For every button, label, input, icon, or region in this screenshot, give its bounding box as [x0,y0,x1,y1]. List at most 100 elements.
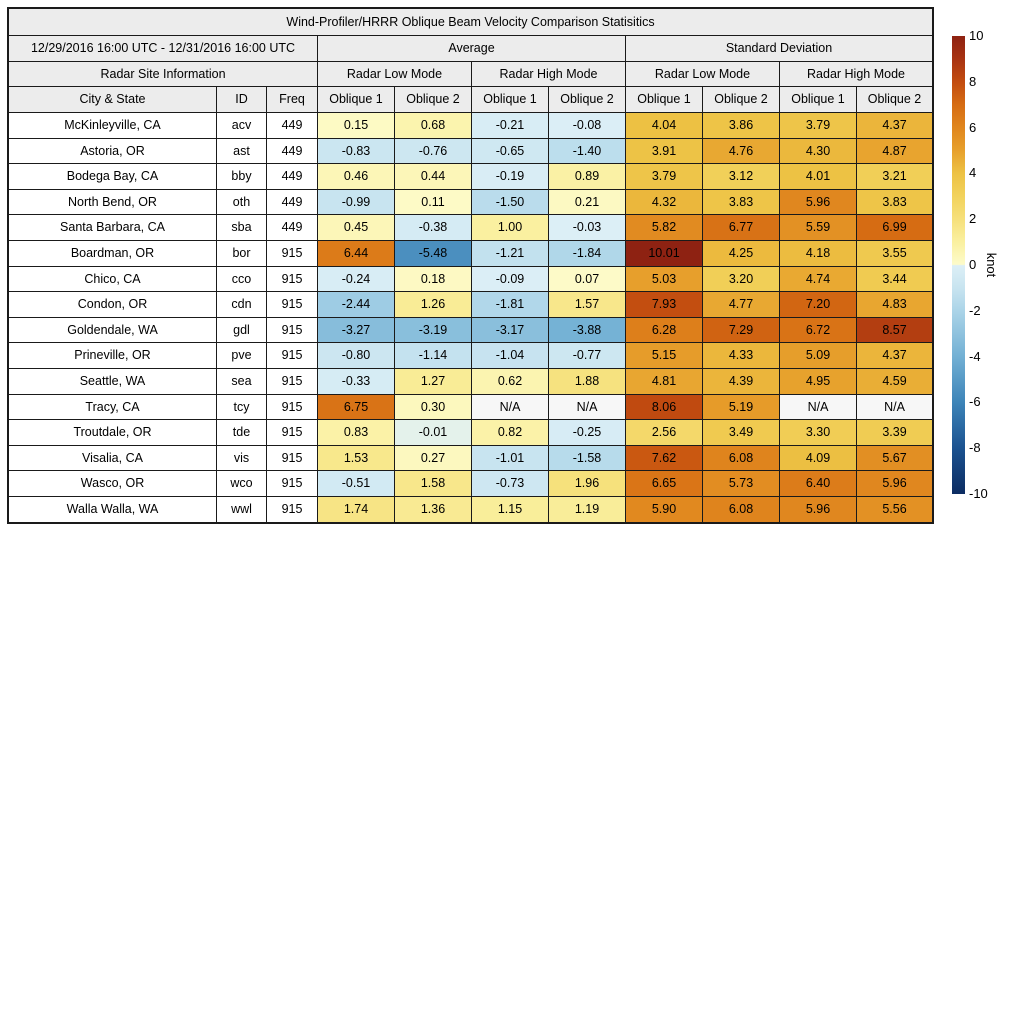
city-cell: Chico, CA [8,265,217,293]
colorbar-unit-label: knot [984,252,1000,278]
city-cell: Wasco, OR [8,470,217,497]
colorbar-tick: -4 [969,348,981,364]
site-id-cell: cdn [216,291,267,318]
freq-cell: 449 [266,163,318,190]
value-cell: -0.09 [471,265,549,293]
colorbar-tick: 2 [969,211,977,227]
value-cell: 0.45 [317,214,395,241]
value-cell: 6.65 [625,470,703,497]
table-row: Wasco, OR wco 915 -0.51 1.58 -0.73 1.96 6.65 5.7… [8,470,933,497]
city-cell: Walla Walla, WA [8,495,217,523]
value-cell: 4.33 [702,342,780,369]
value-cell: 5.15 [625,342,703,369]
site-id-cell: oth [216,188,267,216]
site-id-cell: wwl [216,495,267,523]
value-cell: 3.86 [702,112,780,139]
value-cell: 6.40 [779,470,857,497]
colorbar-tick: 10 [969,28,984,43]
value-cell: 5.96 [779,495,857,523]
header-avg-low-mode: Radar Low Mode [317,61,472,87]
header-site-info: Radar Site Information [8,61,318,87]
value-cell: N/A [471,393,549,421]
city-cell: Prineville, OR [8,342,217,369]
value-cell: 0.44 [394,163,472,190]
value-cell: N/A [548,393,626,421]
table-row: Tracy, CA tcy 915 6.75 0.30 N/A N/A 8.06 5.19 N/A… [8,393,933,421]
table-row: McKinleyville, CA acv 449 0.15 0.68 -0.21 -0.0… [8,112,933,139]
city-cell: Astoria, OR [8,137,217,165]
value-cell: -1.01 [471,444,549,472]
value-cell: 0.46 [317,163,395,190]
site-id-cell: pve [216,342,267,369]
value-cell: 7.20 [779,291,857,318]
header-std-low-mode: Radar Low Mode [625,61,780,87]
table-row: Goldendale, WA gdl 915 -3.27 -3.19 -3.17 -3.88… [8,316,933,344]
freq-cell: 915 [266,342,318,369]
header-avg-low-oblique1: Oblique 1 [317,86,395,113]
freq-cell: 915 [266,495,318,523]
freq-cell: 915 [266,367,318,395]
value-cell: -0.65 [471,137,549,165]
value-cell: -0.73 [471,470,549,497]
value-cell: 5.56 [856,495,933,523]
site-id-cell: sba [216,214,267,241]
header-std-high-oblique2: Oblique 2 [856,86,933,113]
table-row: North Bend, OR oth 449 -0.99 0.11 -1.50 0.21 4.… [8,188,933,216]
value-cell: 5.59 [779,214,857,241]
value-cell: 3.79 [625,163,703,190]
site-id-cell: wco [216,470,267,497]
value-cell: -1.58 [548,444,626,472]
value-cell: 0.27 [394,444,472,472]
value-cell: 5.03 [625,265,703,293]
header-std-high-oblique1: Oblique 1 [779,86,857,113]
value-cell: 0.15 [317,112,395,139]
freq-cell: 915 [266,291,318,318]
value-cell: 4.04 [625,112,703,139]
value-cell: -0.08 [548,112,626,139]
city-cell: Boardman, OR [8,239,217,267]
site-id-cell: tcy [216,393,267,421]
value-cell: 1.00 [471,214,549,241]
site-id-cell: gdl [216,316,267,344]
stats-table: Wind-Profiler/HRRR Oblique Beam Velocity… [7,7,934,524]
value-cell: 3.44 [856,265,933,293]
header-freq: Freq [266,86,318,113]
value-cell: 3.83 [856,188,933,216]
value-cell: -0.80 [317,342,395,369]
header-average-group: Average [317,35,626,62]
header-std-low-oblique2: Oblique 2 [702,86,780,113]
value-cell: 3.83 [702,188,780,216]
value-cell: -0.77 [548,342,626,369]
value-cell: 4.81 [625,367,703,395]
freq-cell: 915 [266,444,318,472]
value-cell: -0.51 [317,470,395,497]
colorbar-tick: 4 [969,165,977,181]
value-cell: -3.17 [471,316,549,344]
value-cell: 2.56 [625,419,703,446]
city-cell: Seattle, WA [8,367,217,395]
table-row: Troutdale, OR tde 915 0.83 -0.01 0.82 -0.25 2.5… [8,419,933,446]
value-cell: -0.33 [317,367,395,395]
value-cell: 1.74 [317,495,395,523]
city-cell: Condon, OR [8,291,217,318]
value-cell: 4.37 [856,342,933,369]
value-cell: 3.39 [856,419,933,446]
value-cell: 7.62 [625,444,703,472]
value-cell: 1.57 [548,291,626,318]
value-cell: 4.18 [779,239,857,267]
value-cell: 1.88 [548,367,626,395]
value-cell: 1.15 [471,495,549,523]
header-avg-high-oblique2: Oblique 2 [548,86,626,113]
table-row: Bodega Bay, CA bby 449 0.46 0.44 -0.19 0.89 3.7… [8,163,933,190]
city-cell: Troutdale, OR [8,419,217,446]
freq-cell: 915 [266,265,318,293]
value-cell: 5.90 [625,495,703,523]
value-cell: 4.59 [856,367,933,395]
value-cell: 1.36 [394,495,472,523]
value-cell: -0.76 [394,137,472,165]
value-cell: 3.79 [779,112,857,139]
value-cell: 6.08 [702,495,780,523]
value-cell: 3.91 [625,137,703,165]
table-row: Boardman, OR bor 915 6.44 -5.48 -1.21 -1.84 10.… [8,239,933,267]
